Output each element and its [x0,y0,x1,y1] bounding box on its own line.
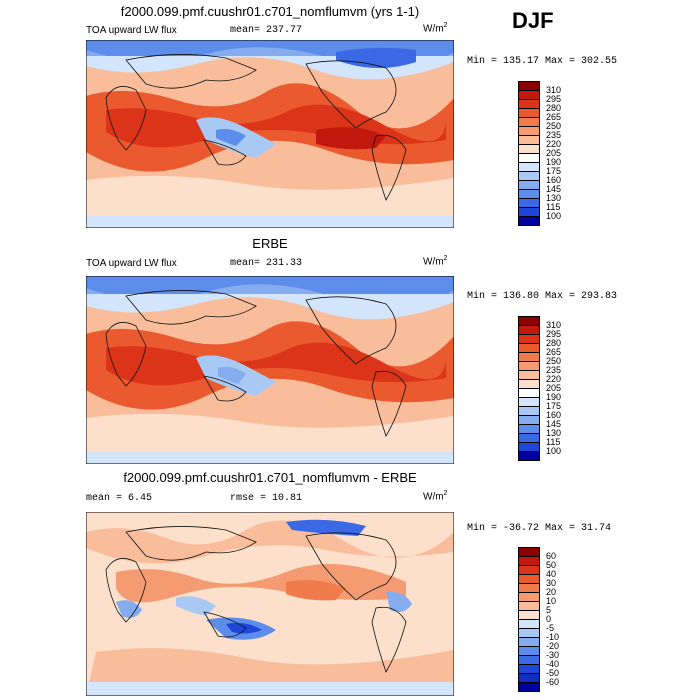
panel3-mean: mean = 6.45 [86,493,153,504]
panel2-colorbar: 310 295 280 265 250 235 220 205 190 175 160 145 130 1… [518,316,578,508]
panel1-mean: mean= 237.77 [230,25,303,36]
panel3-colorbar: 60 50 40 30 20 10 5 0 -5 -10 -20 -30 -40 -50 -60 [518,547,578,697]
colorbar-tick-label: 60 [546,551,557,561]
colorbar-tick-label: 175 [546,401,562,411]
colorbar-tick-label: 190 [546,157,562,167]
panel3-map [86,512,454,696]
colorbar-tick-label: 40 [546,569,557,579]
colorbar-tick-label: 190 [546,392,562,402]
colorbar-tick-label: -5 [546,623,555,633]
colorbar-tick-label: 175 [546,166,562,176]
colorbar-tick-label: 100 [546,446,562,456]
colorbar-tick-label: -60 [546,677,560,687]
colorbar-swatch [518,216,540,226]
colorbar-tick-label: 10 [546,596,557,606]
colorbar-tick-label: 145 [546,419,562,429]
colorbar-tick-label: 20 [546,587,557,597]
colorbar-tick-label: 5 [546,605,552,615]
colorbar-tick-label: 280 [546,103,562,113]
colorbar-tick-label: 265 [546,112,562,122]
colorbar-tick-label: 0 [546,614,552,624]
panel3-minmax: Min = -36.72 Max = 31.74 [467,523,612,534]
colorbar-tick-label: 160 [546,175,562,185]
season-label: DJF [512,8,554,33]
colorbar-tick-label: 250 [546,121,562,131]
panel1-colorbar: 310 295 280 265 250 235 220 205 190 175 160 145 130 1… [518,81,578,273]
colorbar-tick-label: 30 [546,578,557,588]
colorbar-tick-label: 295 [546,94,562,104]
panel1-title: f2000.099.pmf.cuushr01.c701_nomflumvm (y… [120,4,420,19]
colorbar-tick-label: 160 [546,410,562,420]
colorbar-tick-label: 145 [546,184,562,194]
panel1-units: W/m2 [423,22,448,35]
colorbar-tick-label: 115 [546,437,561,447]
colorbar-tick-label: 130 [546,428,562,438]
panel1-variable: TOA upward LW flux [86,25,177,36]
colorbar-tick-label: 250 [546,356,562,366]
colorbar-tick-label: 295 [546,329,562,339]
colorbar-tick-label: 310 [546,320,562,330]
colorbar-tick-label: 50 [546,560,557,570]
colorbar-tick-label: 205 [546,148,562,158]
colorbar-tick-label: 265 [546,347,562,357]
colorbar-tick-label: -10 [546,632,560,642]
colorbar-tick-label: 280 [546,338,562,348]
colorbar-swatch [518,451,540,461]
colorbar-tick-label: 220 [546,374,562,384]
panel1-minmax: Min = 135.17 Max = 302.55 [467,56,618,67]
colorbar-tick-label: 205 [546,383,562,393]
panel2-minmax: Min = 136.80 Max = 293.83 [467,291,618,302]
panel2-units: W/m2 [423,255,448,268]
colorbar-tick-label: 115 [546,202,561,212]
colorbar-swatch [518,682,540,692]
colorbar-tick-label: 220 [546,139,562,149]
panel2-map [86,276,454,464]
panel3-rmse: rmse = 10.81 [230,493,303,504]
panel1-map [86,40,454,228]
colorbar-tick-label: 310 [546,85,562,95]
colorbar-tick-label: -40 [546,659,560,669]
colorbar-tick-label: 130 [546,193,562,203]
colorbar-tick-label: 100 [546,211,562,221]
colorbar-tick-label: -20 [546,641,560,651]
panel2-variable: TOA upward LW flux [86,258,177,269]
panel3-title: f2000.099.pmf.cuushr01.c701_nomflumvm - … [123,470,417,485]
panel3-units: W/m2 [423,490,448,503]
panel2-mean: mean= 231.33 [230,258,303,269]
panel2-title: ERBE [252,236,288,251]
colorbar-tick-label: 235 [546,130,562,140]
colorbar-tick-label: -50 [546,668,560,678]
colorbar-tick-label: 235 [546,365,562,375]
colorbar-tick-label: -30 [546,650,560,660]
